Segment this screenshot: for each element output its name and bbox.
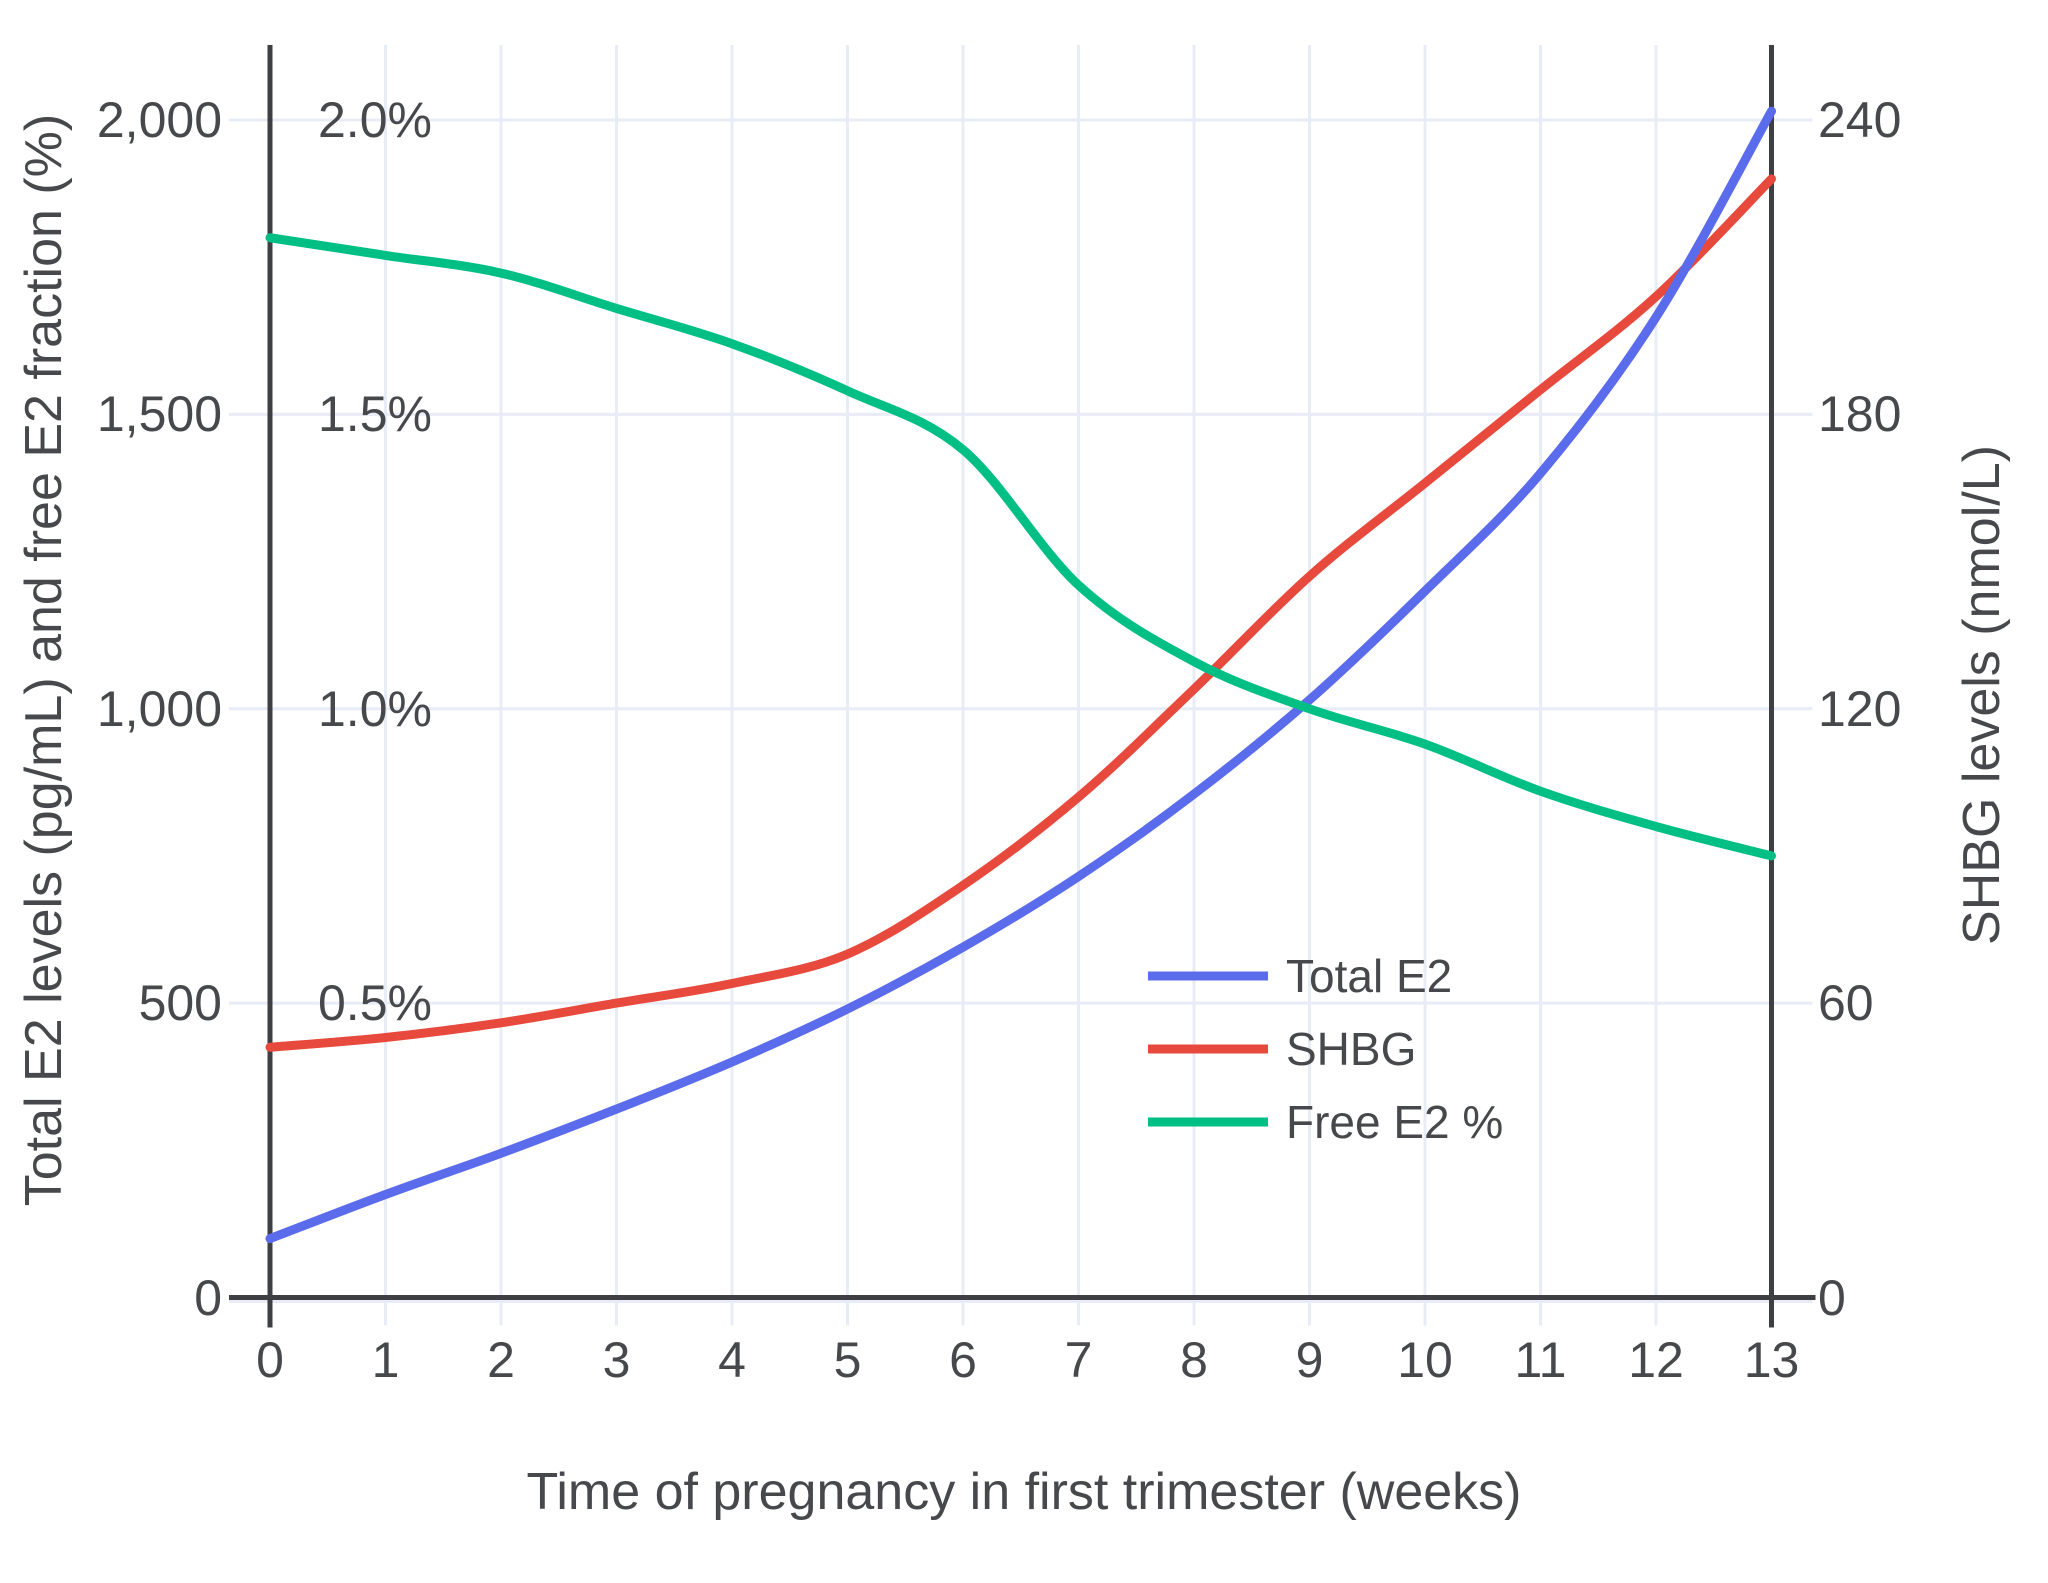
shbg-line (265, 174, 1776, 1052)
y-left-percent-tick-label: 1.5% (318, 386, 432, 443)
x-tick-label: 5 (833, 1332, 862, 1388)
x-tick-label: 12 (1628, 1332, 1684, 1388)
y-left-axis-title: Total E2 levels (pg/mL) and free E2 frac… (15, 113, 73, 1207)
y-left-tick-label: 0 (194, 1269, 222, 1326)
y-left-percent-tick-label: 0.5% (318, 975, 432, 1032)
x-tick-label: 13 (1743, 1332, 1800, 1388)
y-left-tick-label: 500 (138, 975, 222, 1032)
free-e2-line (265, 233, 1776, 861)
y-left-percent-tick-label: 1.0% (318, 680, 432, 737)
x-tick-label: 2 (487, 1332, 515, 1388)
legend-item-free-e2[interactable]: Free E2 % (1286, 1096, 1504, 1148)
x-tick-label: 0 (256, 1332, 284, 1388)
legend-item-total-e2[interactable]: Total E2 (1286, 950, 1453, 1002)
legend-item-shbg[interactable]: SHBG (1286, 1023, 1417, 1075)
x-axis-title: Time of pregnancy in first trimester (we… (526, 1463, 1522, 1521)
x-tick-label: 3 (602, 1332, 631, 1388)
x-tick-label: 9 (1295, 1332, 1324, 1388)
x-tick-label: 4 (718, 1332, 746, 1388)
x-tick-label: 1 (371, 1332, 400, 1388)
y-left-percent-tick-label: 2.0% (318, 92, 432, 148)
x-tick-label: 7 (1064, 1332, 1093, 1388)
x-tick-label: 11 (1514, 1332, 1567, 1388)
y-left-tick-label: 2,000 (96, 92, 222, 148)
total-e2-line (265, 106, 1776, 1244)
x-tick-label: 8 (1180, 1332, 1208, 1388)
y-right-tick-label: 240 (1818, 92, 1902, 148)
x-tick-label: 10 (1397, 1332, 1453, 1388)
y-right-tick-label: 60 (1818, 975, 1874, 1032)
x-tick-label: 6 (949, 1332, 977, 1388)
y-left-tick-label: 1,000 (96, 680, 222, 737)
y-right-tick-label: 180 (1818, 386, 1902, 443)
y-right-tick-label: 120 (1818, 680, 1902, 737)
y-right-axis-title: SHBG levels (nmol/L) (1953, 445, 2011, 945)
y-right-tick-label: 0 (1818, 1269, 1846, 1326)
y-left-tick-label: 1,500 (96, 386, 222, 443)
